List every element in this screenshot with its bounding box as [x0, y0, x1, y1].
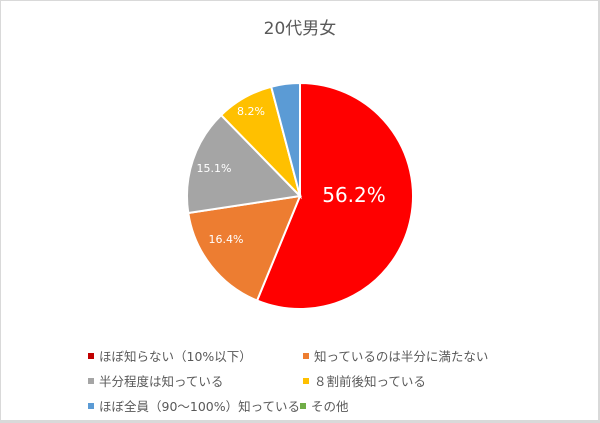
pie-slice: [255, 81, 414, 310]
legend-swatch: [88, 402, 94, 409]
data-label: 16.4%: [209, 233, 244, 246]
legend-label: 知っているのは半分に満たない: [314, 349, 489, 364]
chart-title: 20代男女: [263, 19, 337, 39]
legend-item-about-80: ８割前後知っている: [303, 368, 426, 393]
legend-label: ほぼ全員（90～100%）知っている: [99, 399, 301, 414]
legend-item-less-than-half: 知っているのは半分に満たない: [303, 343, 488, 368]
legend-swatch: [303, 352, 309, 359]
legend-label: ほぼ知らない（10%以下）: [99, 349, 252, 364]
pie-slice: [187, 194, 302, 302]
legend-swatch: [88, 352, 94, 359]
legend-swatch: [300, 402, 307, 409]
legend-item-about-half: 半分程度は知っている: [88, 368, 303, 393]
pie-slice: [269, 81, 301, 197]
pie-slice: [186, 113, 303, 215]
data-label: 8.2%: [237, 105, 265, 118]
legend-item-other: その他: [300, 393, 349, 418]
legend: ほぼ知らない（10%以下） 知っているのは半分に満たない 半分程度は知っている …: [88, 343, 548, 418]
legend-label: その他: [311, 399, 349, 414]
legend-label: ８割前後知っている: [314, 374, 426, 389]
legend-item-almost-all: ほぼ全員（90～100%）知っている: [88, 393, 300, 418]
legend-label: 半分程度は知っている: [99, 374, 224, 389]
legend-swatch: [88, 377, 94, 384]
pie-slices: [186, 81, 414, 310]
data-label: 56.2%: [322, 183, 386, 207]
legend-item-almost-unknown: ほぼ知らない（10%以下）: [88, 343, 303, 368]
legend-swatch: [303, 377, 309, 384]
pie-labels: 56.2% 16.4% 15.1% 8.2%: [197, 105, 386, 246]
data-label: 15.1%: [197, 162, 232, 175]
